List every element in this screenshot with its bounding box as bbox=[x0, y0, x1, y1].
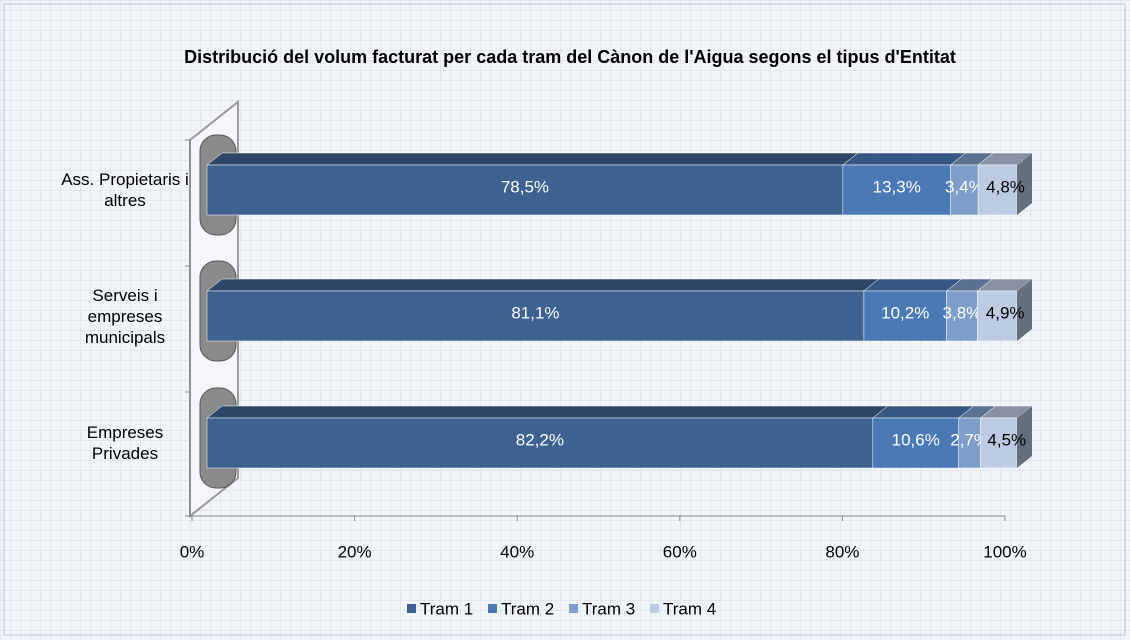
y-tick-label: Serveis i empreses municipals bbox=[84, 285, 166, 347]
chart-title: Distribució del volum facturat per cada … bbox=[184, 47, 956, 67]
legend-label: Tram 1 bbox=[420, 599, 473, 618]
bar-side bbox=[1017, 406, 1032, 468]
legend-swatch bbox=[407, 604, 416, 613]
bar-top bbox=[872, 405, 975, 419]
data-label: 10,2% bbox=[881, 303, 929, 322]
bar bbox=[206, 164, 844, 216]
data-label: 2,7% bbox=[950, 430, 989, 449]
data-label: 3,8% bbox=[943, 303, 982, 322]
bar-side bbox=[1017, 153, 1032, 215]
bar bbox=[872, 417, 959, 469]
bar-side bbox=[1017, 279, 1032, 341]
x-tick-label: 80% bbox=[825, 542, 859, 561]
y-tick-label: Ass. Propietaris i altres bbox=[61, 170, 189, 210]
bar bbox=[206, 290, 865, 342]
legend-swatch bbox=[569, 604, 578, 613]
data-label: 10,6% bbox=[892, 430, 940, 449]
legend-label: Tram 3 bbox=[582, 599, 635, 618]
bar bbox=[842, 164, 951, 216]
bar-top bbox=[842, 152, 967, 166]
data-label: 4,8% bbox=[986, 177, 1025, 196]
bar-top bbox=[206, 278, 880, 292]
x-tick-label: 40% bbox=[500, 542, 534, 561]
data-label: 81,1% bbox=[511, 303, 559, 322]
bar bbox=[977, 290, 1018, 342]
legend-label: Tram 4 bbox=[663, 599, 716, 618]
legend-swatch bbox=[488, 604, 497, 613]
legend-label: Tram 2 bbox=[501, 599, 554, 618]
y-tick-label: Empreses Privades bbox=[86, 423, 164, 463]
x-tick-label: 20% bbox=[338, 542, 372, 561]
chart-border bbox=[3, 3, 1126, 636]
data-label: 4,9% bbox=[986, 303, 1025, 322]
bar bbox=[977, 164, 1018, 216]
bar bbox=[206, 417, 874, 469]
bar bbox=[950, 164, 979, 216]
data-label: 82,2% bbox=[516, 430, 564, 449]
data-label: 3,4% bbox=[945, 177, 984, 196]
legend-swatch bbox=[650, 604, 659, 613]
x-tick-label: 60% bbox=[663, 542, 697, 561]
bar-top bbox=[863, 278, 963, 292]
bar-top bbox=[206, 152, 859, 166]
x-tick-label: 0% bbox=[180, 542, 205, 561]
bar-top bbox=[206, 405, 889, 419]
data-label: 13,3% bbox=[873, 177, 921, 196]
bar bbox=[946, 290, 978, 342]
data-label: 4,5% bbox=[987, 430, 1026, 449]
data-label: 78,5% bbox=[501, 177, 549, 196]
x-tick-label: 100% bbox=[983, 542, 1026, 561]
bar bbox=[980, 417, 1018, 469]
bar bbox=[863, 290, 947, 342]
